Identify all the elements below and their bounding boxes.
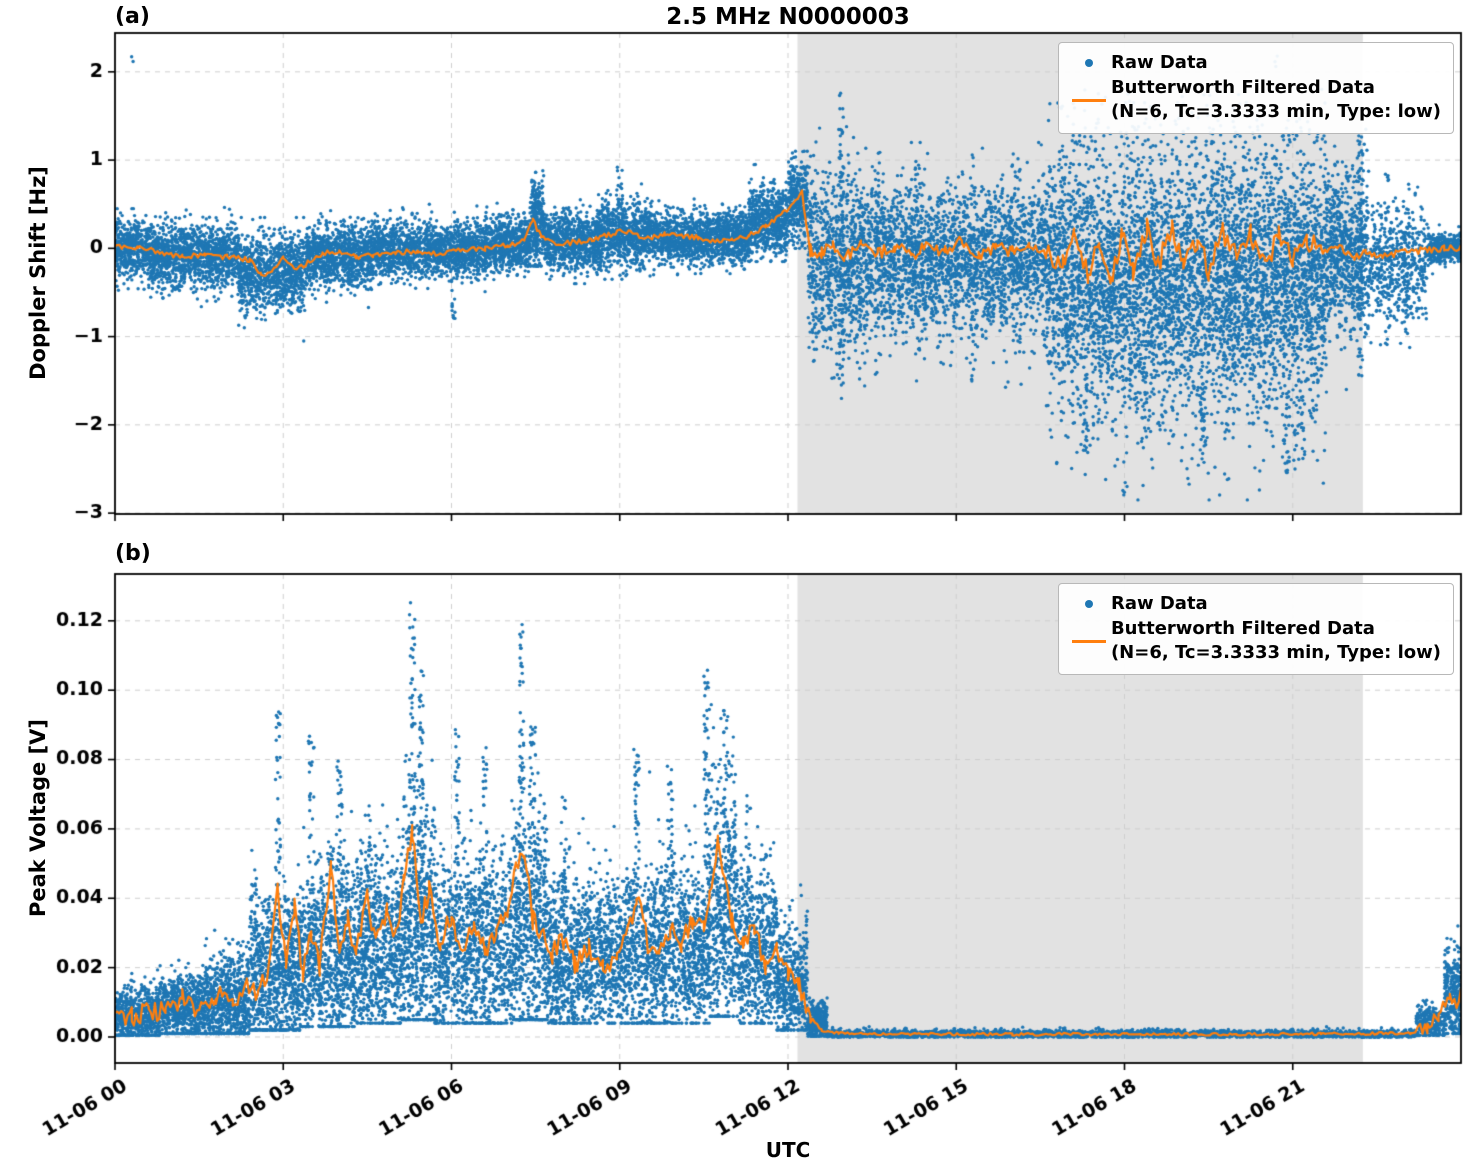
filtered-line-marker-icon [1071, 98, 1106, 102]
y-axis-label-voltage: Peak Voltage [V] [26, 718, 50, 918]
legend-item-filtered: Butterworth Filtered Data (N=6, Tc=3.333… [1067, 76, 1441, 124]
raw-data-marker-icon [1084, 599, 1093, 608]
legend-panel-a: Raw Data Butterworth Filtered Data (N=6,… [1057, 42, 1454, 134]
legend-item-raw: Raw Data [1067, 52, 1441, 73]
panel-b-label: (b) [115, 541, 151, 566]
legend-filtered-label-line1: Butterworth Filtered Data [1110, 618, 1375, 639]
y-axis-label-doppler: Doppler Shift [Hz] [26, 166, 50, 380]
legend-panel-b: Raw Data Butterworth Filtered Data (N=6,… [1057, 583, 1454, 675]
legend-filtered-label-line1: Butterworth Filtered Data [1110, 77, 1375, 98]
filtered-line-marker-icon [1071, 639, 1106, 643]
legend-filtered-label-line2: (N=6, Tc=3.3333 min, Type: low) [1110, 101, 1441, 122]
legend-raw-label: Raw Data [1110, 52, 1208, 73]
legend-item-raw: Raw Data [1067, 593, 1441, 614]
legend-filtered-label-line2: (N=6, Tc=3.3333 min, Type: low) [1110, 642, 1441, 663]
raw-data-marker-icon [1084, 58, 1093, 67]
legend-raw-label: Raw Data [1110, 593, 1208, 614]
legend-item-filtered: Butterworth Filtered Data (N=6, Tc=3.333… [1067, 617, 1441, 665]
chart-title: 2.5 MHz N0000003 [666, 4, 910, 30]
x-axis-label: UTC [765, 1138, 811, 1162]
panel-a-label: (a) [115, 4, 150, 29]
